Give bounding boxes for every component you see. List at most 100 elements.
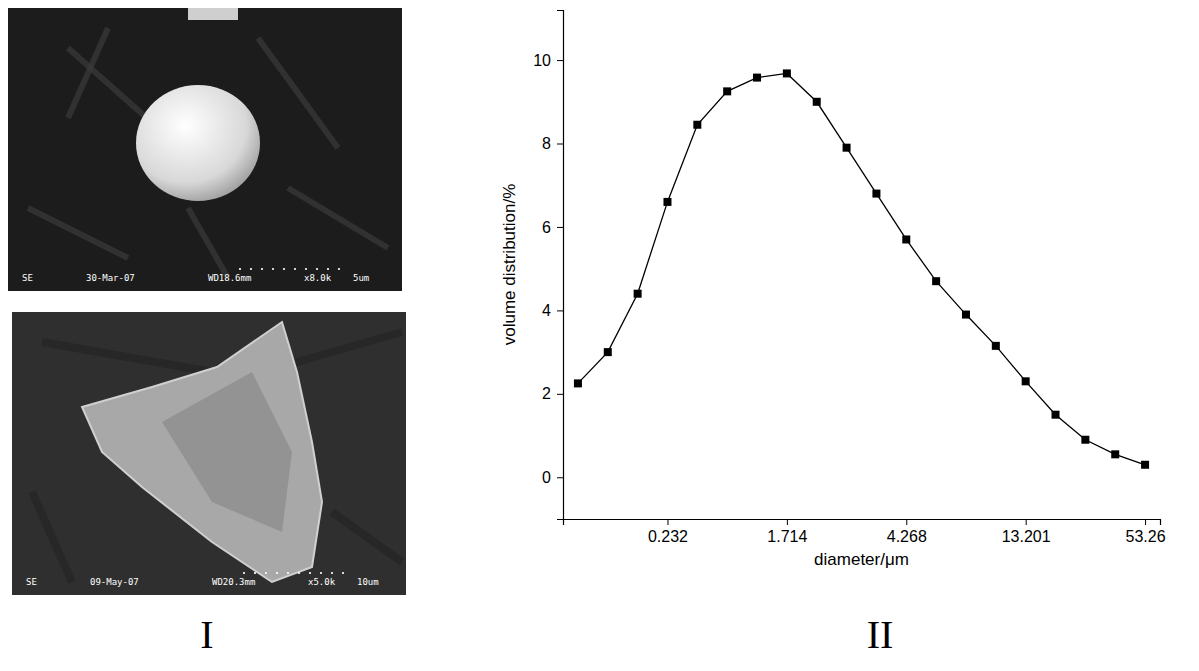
data-point	[693, 121, 701, 129]
y-tick: 8	[542, 135, 563, 152]
x-tick: 13.201	[1002, 519, 1051, 545]
sem-scale-dot	[261, 268, 263, 270]
data-line	[578, 73, 1145, 464]
y-tick-label: 6	[542, 219, 551, 236]
sem-texture	[188, 8, 238, 20]
y-tick-mark	[557, 144, 563, 145]
y-axis: 0 2 4 6 8 10	[533, 11, 563, 520]
data-point	[634, 290, 642, 298]
sem-scale-dot	[327, 268, 329, 270]
y-tick: 4	[542, 302, 563, 319]
x-tick-label: 53.26	[1126, 528, 1166, 545]
x-tick: 53.26	[1126, 519, 1166, 545]
sem-scale-dot	[283, 268, 285, 270]
y-tick-label: 4	[542, 302, 551, 319]
sem-scale-dot	[298, 572, 300, 574]
data-point	[723, 87, 731, 95]
x-tick-mark	[787, 519, 788, 525]
y-tick-mark	[557, 227, 563, 228]
sem-texture	[42, 342, 212, 372]
data-point	[962, 311, 970, 319]
sem-image: SE 09-May-07 WD20.3mm x5.0k 10um	[12, 312, 406, 595]
x-axis-title: diameter/μm	[814, 550, 909, 569]
sem-texture	[288, 188, 388, 248]
data-point	[1141, 461, 1149, 469]
sem-particle	[82, 322, 322, 582]
data-point	[843, 144, 851, 152]
sem-scale-dot	[331, 572, 333, 574]
sem-info-label: x8.0k	[304, 273, 332, 283]
sem-scale-dot	[239, 268, 241, 270]
data-point	[902, 235, 910, 243]
y-tick-label: 0	[542, 469, 551, 486]
sem-info-label: 10um	[357, 577, 379, 587]
data-point	[1111, 450, 1119, 458]
x-tick: 4.268	[887, 519, 927, 545]
y-tick: 6	[542, 219, 563, 236]
sem-texture	[258, 38, 338, 148]
x-axis-line	[564, 520, 1161, 526]
data-point	[1081, 436, 1089, 444]
figure: SE 30-Mar-07 WD18.6mm x8.0k 5um SE 09-May-07 WD…	[0, 0, 1199, 671]
data-point	[753, 74, 761, 82]
data-point	[604, 348, 612, 356]
data-point	[1052, 411, 1060, 419]
sem-info-label: SE	[26, 577, 37, 587]
data-point	[932, 277, 940, 285]
y-tick-mark	[557, 60, 563, 61]
y-axis-title: volume distribution/%	[500, 184, 519, 346]
sem-info-label: 09-May-07	[90, 577, 139, 587]
sem-info-label: 5um	[353, 273, 369, 283]
x-tick-mark	[1026, 519, 1027, 525]
data-point	[663, 198, 671, 206]
sem-texture	[28, 208, 128, 258]
y-tick-mark	[557, 394, 563, 395]
sem-texture	[332, 512, 402, 562]
sem-content: SE 30-Mar-07 WD18.6mm x8.0k 5um	[8, 8, 402, 291]
y-tick-label: 10	[533, 52, 551, 69]
x-tick-label: 1.714	[767, 528, 807, 545]
sem-info-label: WD20.3mm	[212, 577, 255, 587]
sem-background	[12, 312, 406, 595]
panel-label: I	[200, 612, 213, 657]
sem-info-label: SE	[22, 273, 33, 283]
sem-scale-dot	[338, 268, 340, 270]
x-tick-mark	[906, 519, 907, 525]
sem-scale-dot	[265, 572, 267, 574]
sem-scale-dot	[320, 572, 322, 574]
sem-scale-dot	[305, 268, 307, 270]
y-tick: 10	[533, 52, 563, 69]
y-tick-mark	[557, 477, 563, 478]
y-tick-label: 8	[542, 135, 551, 152]
sem-texture	[188, 208, 228, 278]
sem-info-label: WD18.6mm	[208, 273, 251, 283]
x-tick-mark	[1145, 519, 1146, 525]
sem-scale-dot	[287, 572, 289, 574]
sem-scale-dot	[243, 572, 245, 574]
sem-info-label: 30-Mar-07	[86, 273, 135, 283]
sem-scale-dot	[316, 268, 318, 270]
sem-info-label: x5.0k	[308, 577, 336, 587]
sem-scale-dot	[294, 268, 296, 270]
panel-label: II	[867, 612, 894, 657]
x-tick-mark	[667, 519, 668, 525]
data-point	[783, 69, 791, 77]
data-point	[574, 379, 582, 387]
data-point	[992, 342, 1000, 350]
x-tick-label: 0.232	[648, 528, 688, 545]
y-axis-line	[557, 11, 564, 520]
sem-scale-dot	[250, 268, 252, 270]
y-tick-label: 2	[542, 385, 551, 402]
sem-scale-dot	[309, 572, 311, 574]
sem-image: SE 30-Mar-07 WD18.6mm x8.0k 5um	[8, 8, 402, 291]
sem-particle-shade	[162, 372, 292, 532]
sem-scale-dot	[276, 572, 278, 574]
sem-content: SE 09-May-07 WD20.3mm x5.0k 10um	[12, 312, 406, 595]
plot-area	[574, 69, 1149, 468]
sem-background	[8, 8, 402, 291]
sem-scale-dot	[254, 572, 256, 574]
x-tick-label: 13.201	[1002, 528, 1051, 545]
x-tick: 0.232	[648, 519, 688, 545]
y-tick: 2	[542, 385, 563, 402]
x-axis: 0.232 1.714 4.268 13.201 53.26	[564, 519, 1166, 545]
